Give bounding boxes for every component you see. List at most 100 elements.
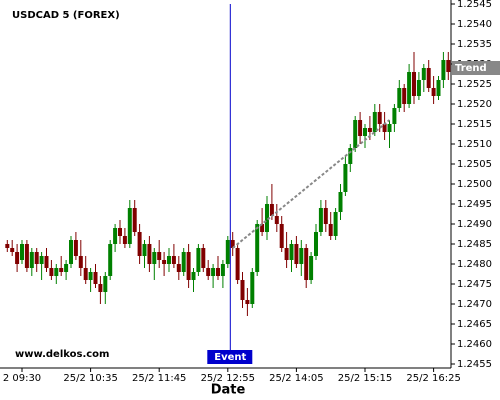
y-tick-label: 1.2480 <box>457 259 492 270</box>
y-tick-label: 1.2515 <box>457 119 492 130</box>
candle-body <box>181 252 186 272</box>
chart-title: USDCAD 5 (FOREX) <box>12 10 120 21</box>
candle-body <box>5 244 10 248</box>
candle-body <box>132 208 137 232</box>
candle-body <box>314 232 318 256</box>
y-tick-label: 1.2455 <box>457 359 492 370</box>
candle-body <box>240 280 245 300</box>
x-tick-label: 25/2 14:05 <box>269 373 323 384</box>
x-tick-label: 25/2 15:15 <box>338 373 392 384</box>
candle-body <box>64 264 69 272</box>
y-tick-label: 1.2500 <box>457 179 492 190</box>
candle-body <box>59 268 64 272</box>
candle-body <box>323 208 328 224</box>
candle-body <box>171 256 176 264</box>
candle-body <box>108 244 113 276</box>
candle-body <box>220 264 225 276</box>
y-tick-label: 1.2525 <box>457 79 492 90</box>
x-tick-label: 25/2 12:55 <box>201 373 255 384</box>
candle-body <box>191 272 196 280</box>
candle-body <box>142 244 147 256</box>
trend-line <box>232 119 391 249</box>
candle-body <box>93 272 98 284</box>
candle-body <box>343 164 348 192</box>
candle-body <box>387 124 392 132</box>
candle-body <box>113 228 118 244</box>
candle-body <box>392 108 397 124</box>
candle-body <box>98 284 103 292</box>
x-tick-label: 25/2 16:25 <box>406 373 460 384</box>
y-tick-label: 1.2520 <box>457 99 492 110</box>
y-tick-label: 1.2495 <box>457 199 492 210</box>
x-axis-label: Date <box>211 383 246 398</box>
candle-body <box>127 208 132 244</box>
y-tick-label: 1.2545 <box>457 0 492 10</box>
candle-body <box>436 80 441 96</box>
candle-body <box>103 276 108 292</box>
candle-body <box>407 72 412 104</box>
candle-body <box>216 268 220 276</box>
y-tick-label: 1.2510 <box>457 139 492 150</box>
candle-body <box>20 244 24 260</box>
candle-body <box>118 228 122 236</box>
candle-body <box>416 80 421 96</box>
candle-body <box>333 212 338 236</box>
watermark: www.delkos.com <box>15 349 109 360</box>
y-tick-label: 1.2535 <box>457 39 492 50</box>
candle-body <box>186 252 191 280</box>
candle-body <box>73 240 78 256</box>
candle-body <box>431 88 436 96</box>
candle-body <box>245 300 250 304</box>
candle-body <box>397 88 402 108</box>
candle-body <box>284 248 289 260</box>
y-tick-label: 1.2485 <box>457 239 492 250</box>
candle-body <box>250 272 255 304</box>
candle-body <box>289 244 294 260</box>
candle-body <box>274 216 279 224</box>
event-label: Event <box>214 352 246 363</box>
candle-body <box>78 256 83 268</box>
candle-body <box>39 256 44 264</box>
candle-body <box>446 60 451 72</box>
y-tick-label: 1.2460 <box>457 339 492 350</box>
candle-body <box>377 112 382 124</box>
candle-body <box>382 124 387 132</box>
candle-body <box>230 240 235 248</box>
candle-body <box>363 128 367 136</box>
candle-body <box>152 252 157 264</box>
trend-label-box <box>452 61 500 75</box>
y-tick-label: 1.2540 <box>457 19 492 30</box>
y-tick-label: 1.2490 <box>457 219 492 230</box>
candle-body <box>176 264 181 272</box>
candle-body <box>137 232 142 256</box>
candle-body <box>348 148 353 164</box>
trend-label: Trend <box>455 63 487 74</box>
candle-body <box>328 224 333 236</box>
candle-body <box>309 256 314 280</box>
candle-body <box>196 248 201 272</box>
y-tick-label: 1.2470 <box>457 299 492 310</box>
candle-body <box>279 224 284 248</box>
candle-body <box>353 120 358 148</box>
y-tick-label: 1.2505 <box>457 159 492 170</box>
candle-body <box>44 256 49 268</box>
x-tick-label: 2 09:30 <box>3 373 41 384</box>
candle-body <box>162 260 167 264</box>
candle-body <box>34 252 39 264</box>
candle-body <box>69 240 73 264</box>
candle-body <box>225 240 230 264</box>
candle-body <box>201 248 206 268</box>
candle-body <box>318 208 323 232</box>
candle-body <box>441 60 446 80</box>
candle-body <box>294 244 299 264</box>
candle-body <box>10 248 15 252</box>
candle-body <box>147 244 152 264</box>
event-label-box <box>207 350 253 364</box>
candle-body <box>255 224 260 272</box>
candle-body <box>49 268 54 276</box>
y-tick-label: 1.2465 <box>457 319 492 330</box>
candle-body <box>304 248 309 280</box>
candle-body <box>157 252 162 260</box>
candle-body <box>412 72 416 96</box>
